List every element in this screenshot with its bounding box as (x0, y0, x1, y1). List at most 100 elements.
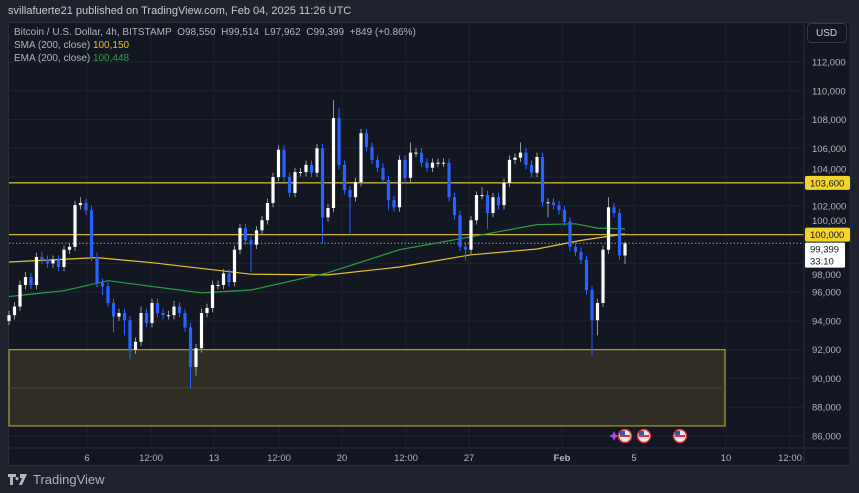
candle-body (95, 256, 99, 283)
candle (546, 197, 550, 218)
candle-body (106, 286, 110, 303)
candle (12, 302, 17, 320)
sma-value: 100,150 (92, 40, 130, 51)
candle (447, 158, 451, 202)
brand-name: TradingView (33, 472, 105, 487)
candle (29, 272, 33, 290)
candle (348, 185, 352, 234)
currency-button[interactable]: USD (807, 23, 847, 43)
candle-body (287, 177, 292, 193)
candle (579, 247, 583, 265)
candle-body (320, 148, 325, 218)
candle-body (155, 302, 160, 314)
us-flag-icon[interactable] (617, 428, 633, 444)
candle-body (348, 190, 352, 198)
level-price-label: 100,000 (810, 230, 844, 241)
candle (441, 158, 446, 168)
candle-body (232, 249, 237, 283)
candle (172, 300, 176, 320)
events (609, 428, 688, 444)
candle (606, 197, 611, 255)
candle (106, 282, 110, 308)
candle (601, 245, 605, 308)
candle-body (51, 259, 55, 264)
candle-body (205, 307, 209, 314)
candle (150, 298, 154, 328)
candle (95, 252, 99, 288)
x-tick-label: 12:00 (778, 453, 802, 464)
candle-body (34, 256, 39, 285)
y-tick-label: 108,000 (812, 115, 846, 126)
candle-body (518, 152, 523, 158)
candle-body (56, 259, 61, 267)
candle-body (276, 149, 281, 178)
candle (128, 315, 132, 360)
candle-body (210, 284, 215, 308)
legend-sma-row[interactable]: SMA (200, close) 100,150 (14, 40, 129, 51)
x-tick-label: 10 (721, 453, 732, 464)
candle-body (573, 246, 578, 252)
candle (623, 241, 627, 264)
x-tick-label: Feb (554, 453, 571, 464)
candle (210, 280, 215, 313)
candle (359, 128, 363, 187)
candle-body (216, 284, 220, 286)
candle-body (238, 228, 242, 250)
candle (474, 191, 479, 225)
candle (287, 172, 292, 198)
candle-body (199, 313, 204, 349)
candle (205, 303, 209, 318)
ohlc-high: H99,514 (221, 27, 259, 38)
candle-body (337, 118, 341, 165)
candle (194, 343, 198, 376)
ema-value: 100,448 (92, 53, 130, 64)
candle-body (353, 182, 358, 198)
candle-body (436, 162, 440, 164)
candle-body (221, 273, 226, 285)
x-tick-label: 6 (84, 453, 89, 464)
candle (122, 308, 127, 336)
tradingview-logo-icon (8, 474, 27, 485)
candle-body (452, 197, 457, 216)
ohlc-close: C99,399 (306, 27, 345, 38)
flag-stripe (675, 435, 685, 437)
candle-body (12, 306, 17, 316)
candle (403, 155, 407, 183)
candle (62, 245, 66, 272)
candle-body (430, 162, 435, 168)
candle-body (89, 210, 94, 257)
candle-body (304, 164, 308, 173)
y-tick-label: 86,000 (812, 432, 841, 443)
candle (375, 155, 380, 173)
candle (199, 308, 204, 353)
candle-body (513, 157, 517, 160)
candle-body (507, 159, 512, 183)
candle (562, 205, 567, 226)
sma-200-line (8, 233, 626, 276)
candle (298, 167, 303, 177)
ema-label: EMA (200, close) (14, 53, 91, 64)
candle (326, 203, 330, 222)
candle (584, 255, 589, 295)
us-flag-icon[interactable] (636, 428, 652, 444)
candle (276, 145, 281, 182)
flag-canton (675, 431, 680, 435)
candle (227, 269, 231, 287)
candle (238, 223, 242, 255)
symbol-title: Bitcoin / U.S. Dollar, 4h, BITSTAMP (14, 27, 172, 38)
candle (370, 142, 374, 165)
sparkle-icon (609, 431, 619, 441)
candle-body (128, 320, 132, 350)
legend-ema-row[interactable]: EMA (200, close) 100,448 (14, 53, 129, 64)
us-flag-icon[interactable] (672, 428, 688, 444)
candle (617, 208, 622, 260)
candle-body (496, 197, 501, 206)
candle (595, 298, 600, 336)
candle-body (166, 315, 171, 317)
candle-body (359, 133, 363, 183)
tradingview-logo[interactable]: TradingView (8, 472, 105, 487)
candle-body (23, 277, 28, 285)
candle-body (309, 164, 314, 173)
candle (452, 192, 457, 220)
